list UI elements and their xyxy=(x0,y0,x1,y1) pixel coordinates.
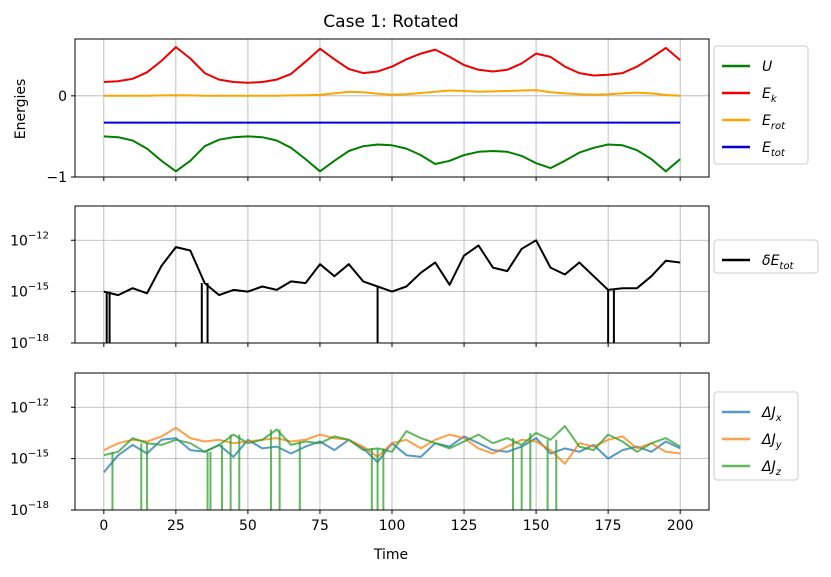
x-tick-label: 150 xyxy=(523,518,550,534)
series-line-dJy xyxy=(103,426,681,465)
y-tick-label: 10−12 xyxy=(10,230,49,249)
x-tick-label: 200 xyxy=(667,518,694,534)
x-tick-label: 50 xyxy=(239,518,257,534)
series-line-dE_tot xyxy=(103,239,681,297)
y-axis-label-energies: Energies xyxy=(13,79,29,140)
x-tick-label: 100 xyxy=(379,518,406,534)
figure-title: Case 1: Rotated xyxy=(323,12,458,32)
y-tick-label: −1 xyxy=(46,170,67,186)
series-line-E_rot xyxy=(103,89,681,97)
y-tick-label: 10−18 xyxy=(10,500,49,519)
series-line-U xyxy=(103,135,681,173)
y-tick-label: 10−12 xyxy=(10,397,49,416)
series-group xyxy=(103,46,681,173)
y-tick-label: 10−15 xyxy=(10,449,49,468)
y-tick-label: 10−15 xyxy=(10,282,49,301)
legend-box xyxy=(713,239,819,274)
y-tick-label: 0 xyxy=(58,89,67,105)
legend-box xyxy=(713,45,809,165)
series-line-dJz xyxy=(103,425,681,457)
legend-box xyxy=(713,391,799,481)
series-line-E_k xyxy=(103,46,681,84)
y-tick-label: 10−18 xyxy=(10,333,49,352)
x-tick-label: 175 xyxy=(595,518,622,534)
x-tick-label: 0 xyxy=(99,518,108,534)
legend: δEtot xyxy=(713,239,819,274)
x-tick-label: 25 xyxy=(167,518,185,534)
series-group xyxy=(103,239,681,343)
x-axis-label-time: Time xyxy=(373,547,408,563)
panel-3: 0 25 50 75 100 125 150 175 200 10−12 10−15 10−18 ΔJx… xyxy=(10,372,799,534)
x-tick-label: 75 xyxy=(311,518,329,534)
legend-label-U: U xyxy=(762,59,772,75)
x-tick-label: 125 xyxy=(451,518,478,534)
panel-2: 10−12 10−15 10−18 δEtot xyxy=(10,205,819,352)
series-group xyxy=(103,425,681,510)
